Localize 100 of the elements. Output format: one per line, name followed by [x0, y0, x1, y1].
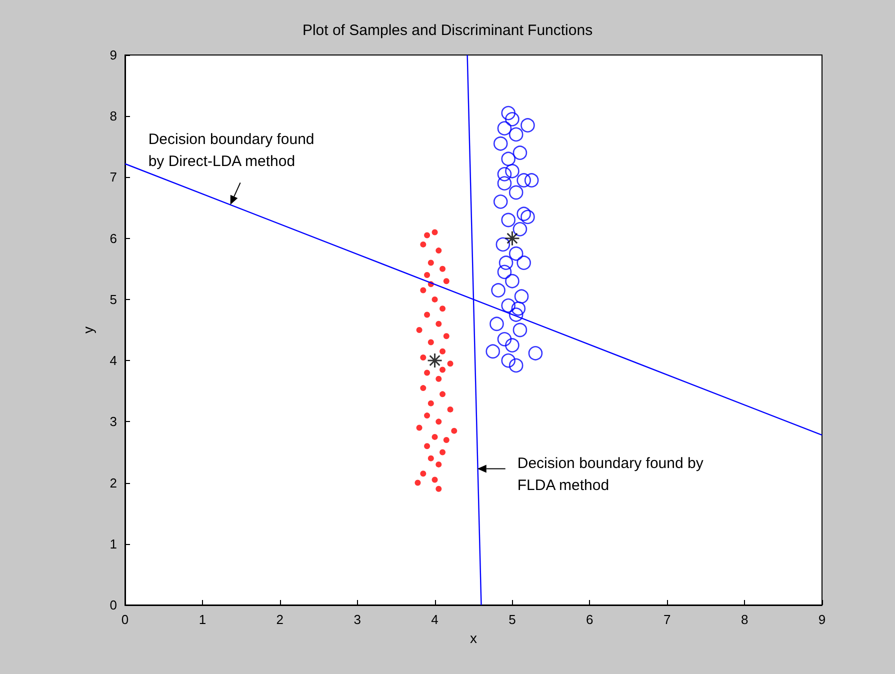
point	[436, 376, 442, 382]
point	[440, 391, 446, 398]
y-tick-label: 9	[110, 48, 117, 62]
point	[440, 366, 446, 373]
point	[497, 167, 512, 182]
point	[436, 418, 442, 425]
point	[432, 229, 438, 236]
point	[440, 266, 446, 272]
point	[424, 443, 430, 450]
point	[497, 332, 512, 346]
y-tick-label: 7	[110, 170, 117, 185]
point	[505, 338, 520, 352]
point	[424, 232, 430, 238]
y-tick-label: 3	[110, 414, 117, 430]
point	[491, 283, 506, 298]
y-axis-title: y	[80, 326, 96, 334]
point	[443, 278, 450, 284]
x-tick-label: 7	[663, 612, 671, 627]
point	[508, 246, 524, 261]
point	[424, 370, 430, 376]
y-tick-label: 0	[110, 598, 117, 612]
x-tick-label: 5	[508, 612, 516, 627]
point	[436, 461, 442, 468]
point	[443, 333, 450, 340]
annotation: Decision boundary found by Direct-LDA method	[148, 131, 314, 170]
point	[504, 230, 520, 246]
point	[447, 360, 454, 367]
point	[440, 348, 446, 354]
point	[420, 470, 426, 477]
x-tick-label: 6	[586, 612, 594, 627]
point	[528, 346, 543, 360]
point	[420, 385, 426, 392]
point	[428, 400, 434, 406]
chart-title: Plot of Samples and Discriminant Functions	[302, 22, 593, 39]
point	[416, 424, 422, 431]
point	[505, 112, 520, 126]
point	[501, 212, 516, 228]
point	[443, 437, 450, 443]
point	[440, 306, 446, 312]
point	[501, 353, 516, 368]
point	[428, 260, 434, 266]
point	[512, 222, 528, 236]
y-tick-label: 6	[110, 230, 117, 246]
point	[447, 406, 454, 412]
point	[514, 289, 529, 304]
x-tick-label: 9	[818, 612, 826, 627]
point	[520, 118, 535, 132]
point	[451, 428, 458, 434]
point	[505, 274, 520, 288]
x-axis-title: x	[470, 630, 477, 646]
point	[498, 256, 514, 270]
point	[505, 164, 520, 178]
point	[486, 344, 500, 359]
point	[496, 237, 510, 252]
point	[493, 136, 508, 151]
y-tick-label: 4	[110, 353, 117, 368]
point	[436, 486, 442, 492]
point	[424, 272, 430, 278]
x-tick-label: 4	[431, 612, 438, 627]
point	[436, 320, 442, 327]
point	[427, 352, 443, 368]
point	[432, 434, 438, 440]
point	[428, 455, 434, 462]
point	[501, 106, 516, 120]
point	[524, 173, 539, 188]
point	[493, 194, 508, 209]
point	[516, 256, 531, 270]
point	[420, 241, 426, 248]
point	[424, 412, 430, 419]
point	[420, 287, 426, 294]
point	[501, 298, 516, 313]
y-tick-label: 1	[110, 536, 117, 552]
point	[512, 146, 528, 160]
point	[414, 480, 421, 486]
point	[512, 322, 528, 338]
point	[516, 206, 531, 222]
point	[416, 327, 422, 333]
annotation: Decision boundary found by FLDA method	[517, 455, 704, 494]
point	[436, 248, 442, 254]
point	[508, 185, 524, 200]
point	[520, 210, 535, 224]
point	[420, 354, 426, 360]
x-tick-label: 3	[354, 612, 361, 627]
y-tick-label: 2	[110, 475, 117, 490]
point	[497, 264, 512, 280]
point	[508, 358, 524, 373]
y-tick-label: 5	[110, 292, 117, 307]
point	[497, 121, 512, 136]
point	[511, 301, 526, 316]
x-tick-label: 8	[740, 612, 748, 627]
x-tick-label: 1	[198, 612, 206, 627]
point	[432, 296, 438, 302]
x-tick-label: 2	[276, 612, 284, 627]
point	[432, 476, 438, 483]
point	[497, 176, 512, 190]
y-tick-label: 8	[110, 108, 117, 124]
point	[428, 339, 434, 346]
point	[424, 312, 430, 318]
point	[508, 127, 524, 142]
x-tick-label: 0	[121, 612, 129, 627]
